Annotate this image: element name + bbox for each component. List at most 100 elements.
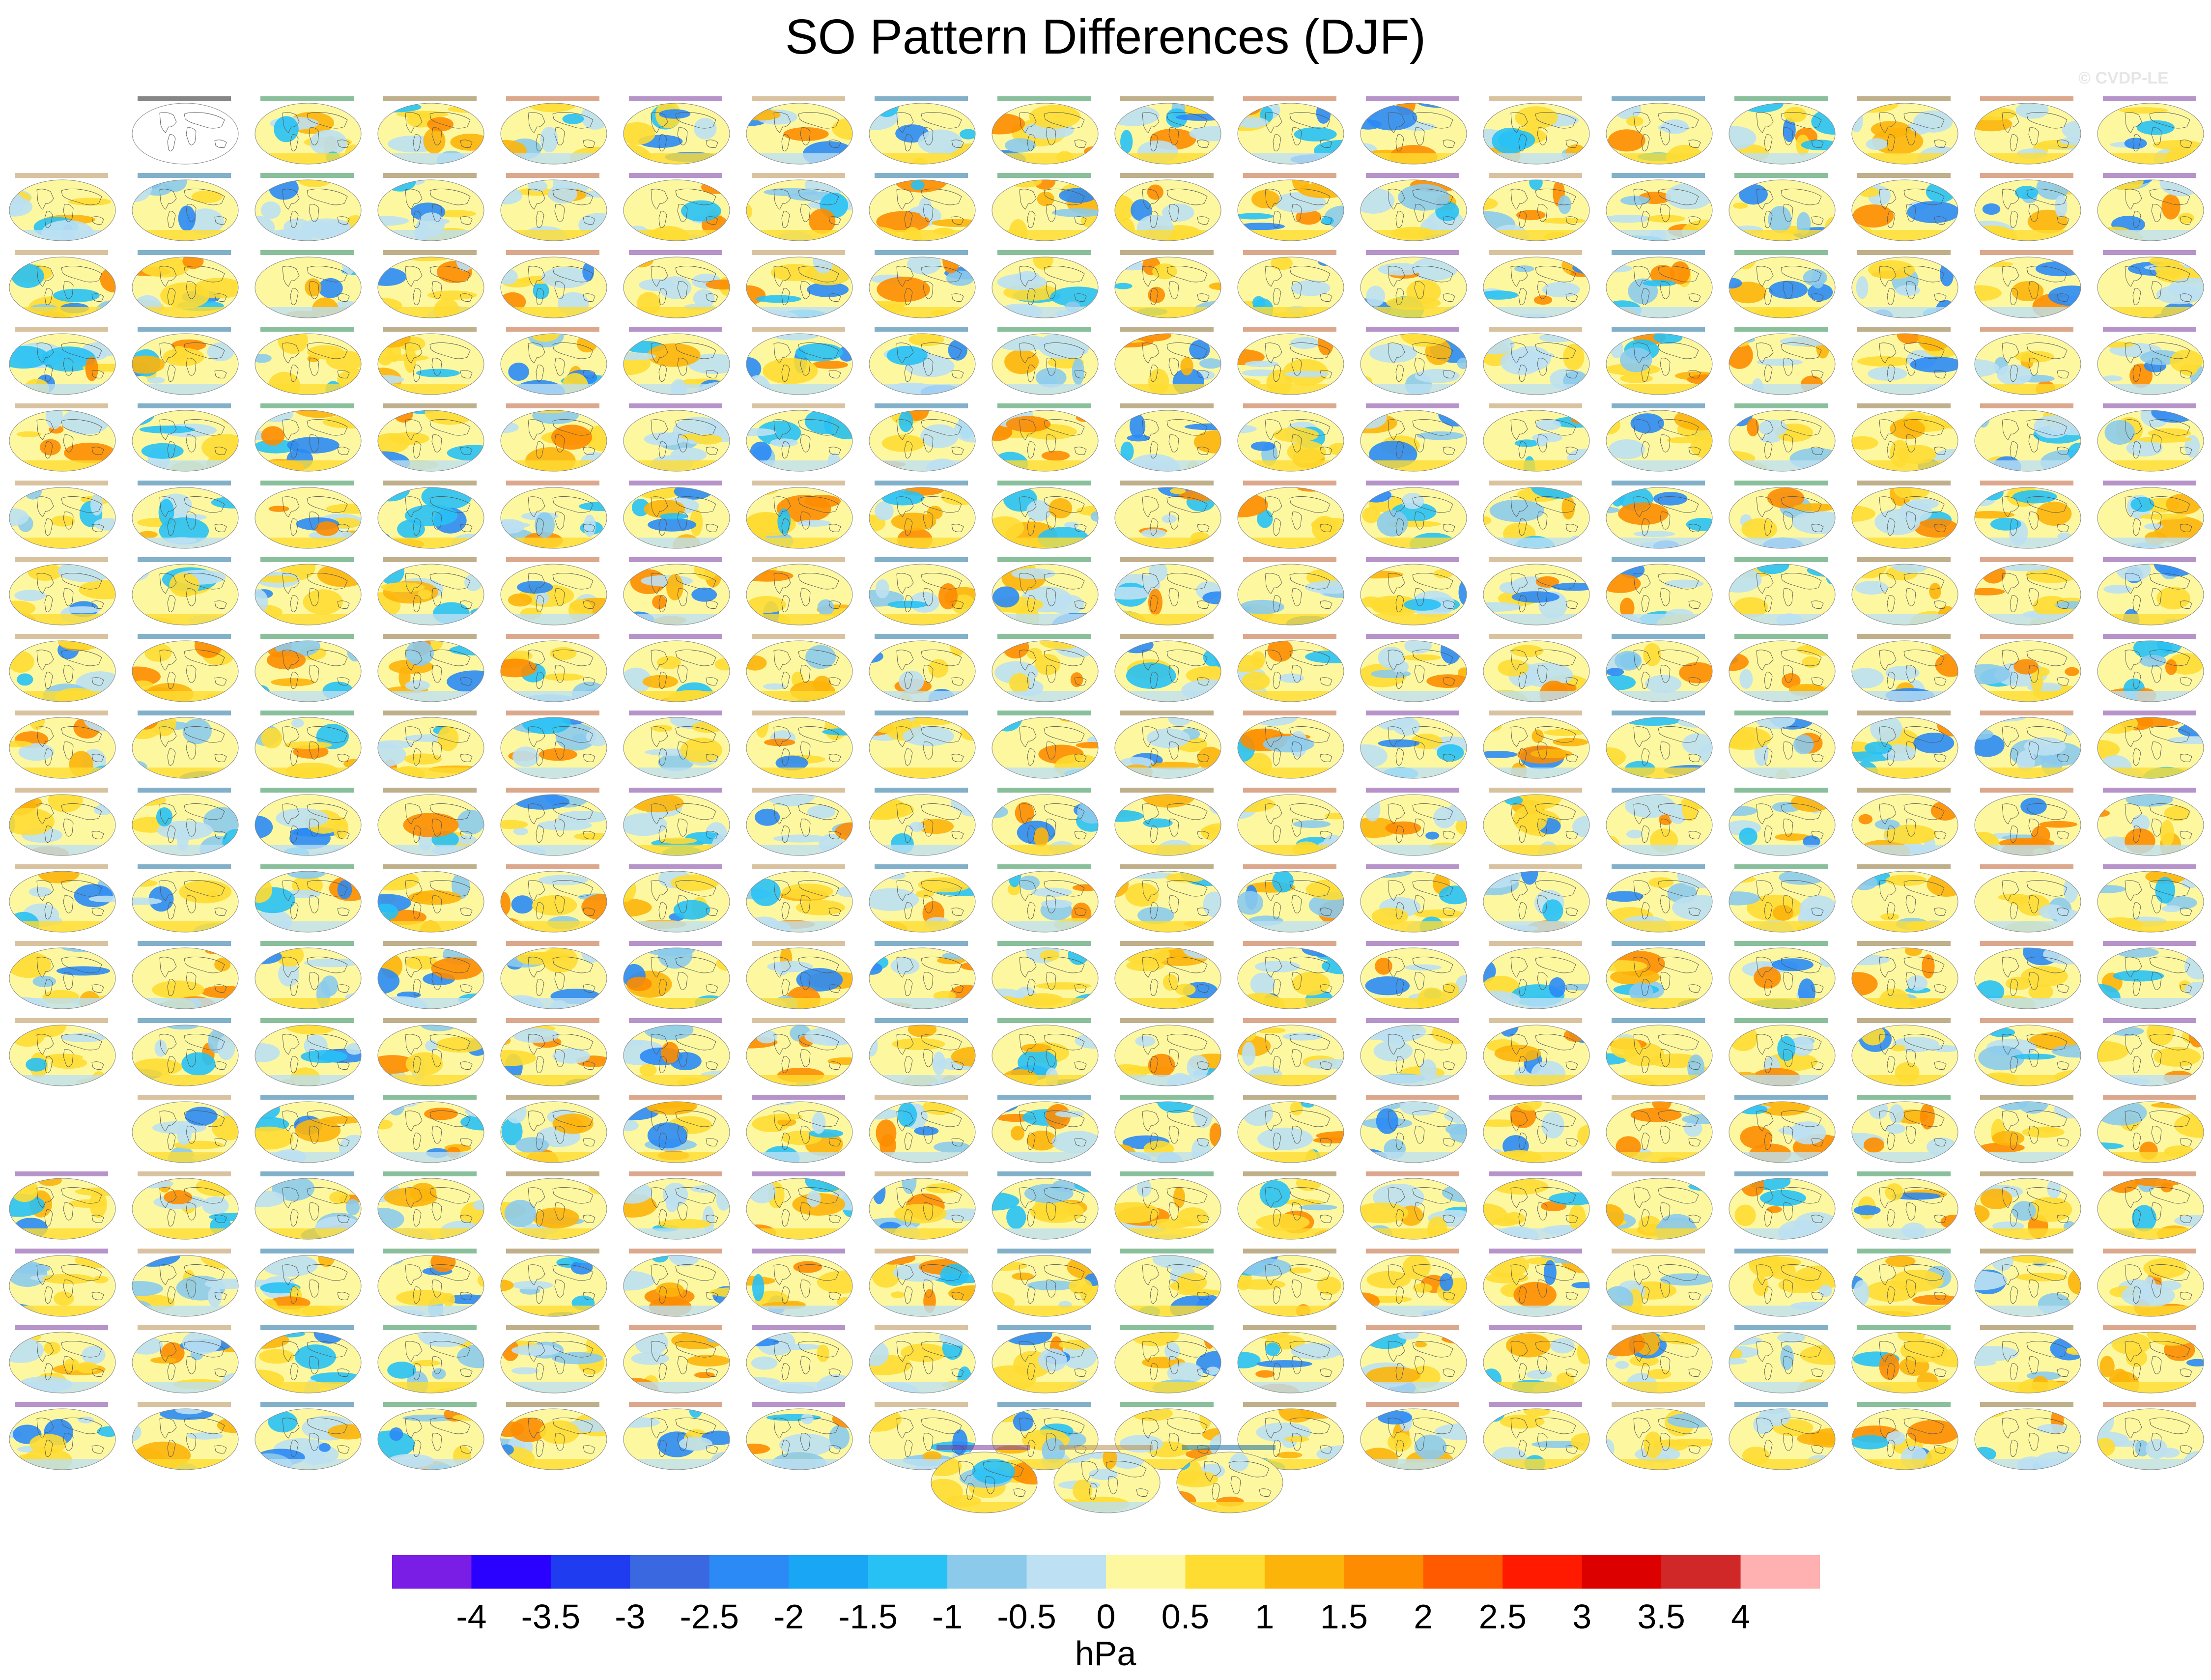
colorbar-box <box>1264 1555 1344 1589</box>
globe-map <box>1851 1025 1958 1086</box>
map-panel <box>1111 1016 1224 1090</box>
globe-map <box>1483 1255 1590 1316</box>
map-panel <box>1848 401 1961 475</box>
colorbar-tick-label: 2 <box>1414 1597 1433 1636</box>
map-panel <box>497 325 610 399</box>
map-panel <box>866 709 979 782</box>
globe-map <box>9 1408 116 1470</box>
globe-map <box>132 1408 239 1470</box>
panel-label <box>1980 1171 2073 1177</box>
panel-label <box>1734 250 1828 255</box>
colorbar-tick-label: 3.5 <box>1637 1597 1685 1636</box>
map-panel <box>2094 862 2207 936</box>
panel-label <box>1980 864 2073 869</box>
panel-label <box>875 96 968 101</box>
map-panel <box>620 1169 733 1243</box>
panel-label <box>1857 250 1951 255</box>
panel-label <box>260 1018 354 1023</box>
map-panel <box>1357 786 1470 859</box>
map-panel <box>989 248 1102 322</box>
map-panel <box>129 1247 242 1320</box>
colorbar-tick-label: -3.5 <box>521 1597 581 1636</box>
map-panel <box>129 632 242 706</box>
panel-label <box>15 941 108 946</box>
map-panel <box>866 1169 979 1243</box>
map-panel <box>6 1323 119 1397</box>
map-panel <box>1603 248 1716 322</box>
globe-map <box>1176 1452 1283 1513</box>
panel-label <box>1980 250 2073 255</box>
panel-label <box>383 711 477 716</box>
map-panel <box>989 1093 1102 1167</box>
panel-label <box>1489 941 1582 946</box>
panel-label <box>1366 1325 1459 1330</box>
panel-label <box>752 711 845 716</box>
map-panel <box>6 939 119 1013</box>
panel-label <box>1734 557 1828 562</box>
panel-label <box>138 1018 231 1023</box>
map-panel <box>1603 632 1716 706</box>
map-panel <box>1111 632 1224 706</box>
globe-map <box>746 871 853 933</box>
panel-label <box>15 864 108 869</box>
panel-label <box>1120 326 1214 332</box>
map-panel <box>497 939 610 1013</box>
globe-map <box>500 1255 607 1316</box>
map-panel <box>2094 632 2207 706</box>
panel-label <box>15 250 108 255</box>
globe-map <box>377 1332 484 1394</box>
globe-map <box>869 1178 976 1240</box>
panel-label <box>1489 480 1582 485</box>
panel-label <box>1612 403 1705 409</box>
panel-label <box>1182 1445 1276 1450</box>
map-panel <box>6 862 119 936</box>
globe-map <box>1114 333 1221 395</box>
globe-map <box>2097 103 2204 165</box>
globe-map <box>1729 333 1836 395</box>
globe-map <box>992 1025 1099 1086</box>
map-panel <box>743 325 856 399</box>
colorbar-box <box>789 1555 869 1589</box>
globe-map <box>1729 717 1836 779</box>
map-panel <box>2094 94 2207 168</box>
panel-label <box>1489 173 1582 178</box>
map-panel <box>374 1093 487 1167</box>
globe-map <box>1851 103 1958 165</box>
panel-label <box>875 326 968 332</box>
globe-map <box>992 333 1099 395</box>
map-panel <box>1111 479 1224 552</box>
panel-label <box>997 941 1091 946</box>
panel-label <box>1489 1018 1582 1023</box>
map-panel <box>1480 248 1593 322</box>
panel-label <box>752 1018 845 1023</box>
map-panel <box>1234 862 1347 936</box>
panel-label <box>260 864 354 869</box>
panel-label <box>1489 326 1582 332</box>
map-panel <box>1234 1016 1347 1090</box>
globe-map <box>9 1025 116 1086</box>
globe-map <box>255 947 362 1009</box>
chart-title: SO Pattern Differences (DJF) <box>785 9 1426 64</box>
panel-label <box>1243 941 1336 946</box>
panel-label <box>1366 96 1459 101</box>
globe-map <box>9 564 116 626</box>
map-panel <box>1726 94 1839 168</box>
panel-label <box>1980 557 2073 562</box>
globe-map <box>255 640 362 702</box>
panel-label <box>1489 1325 1582 1330</box>
panel-label <box>1120 1018 1214 1023</box>
map-panel <box>620 786 733 859</box>
globe-map <box>500 564 607 626</box>
map-panel <box>866 632 979 706</box>
panel-label <box>875 1094 968 1100</box>
panel-label <box>1734 480 1828 485</box>
map-panel <box>1111 1323 1224 1397</box>
panel-label <box>629 1325 722 1330</box>
panel-label <box>1980 403 2073 409</box>
panel-label <box>629 403 722 409</box>
globe-map <box>1974 1408 2081 1470</box>
globe-map <box>1729 103 1836 165</box>
panel-label <box>1612 1171 1705 1177</box>
panel-label <box>875 1171 968 1177</box>
globe-map <box>132 487 239 548</box>
